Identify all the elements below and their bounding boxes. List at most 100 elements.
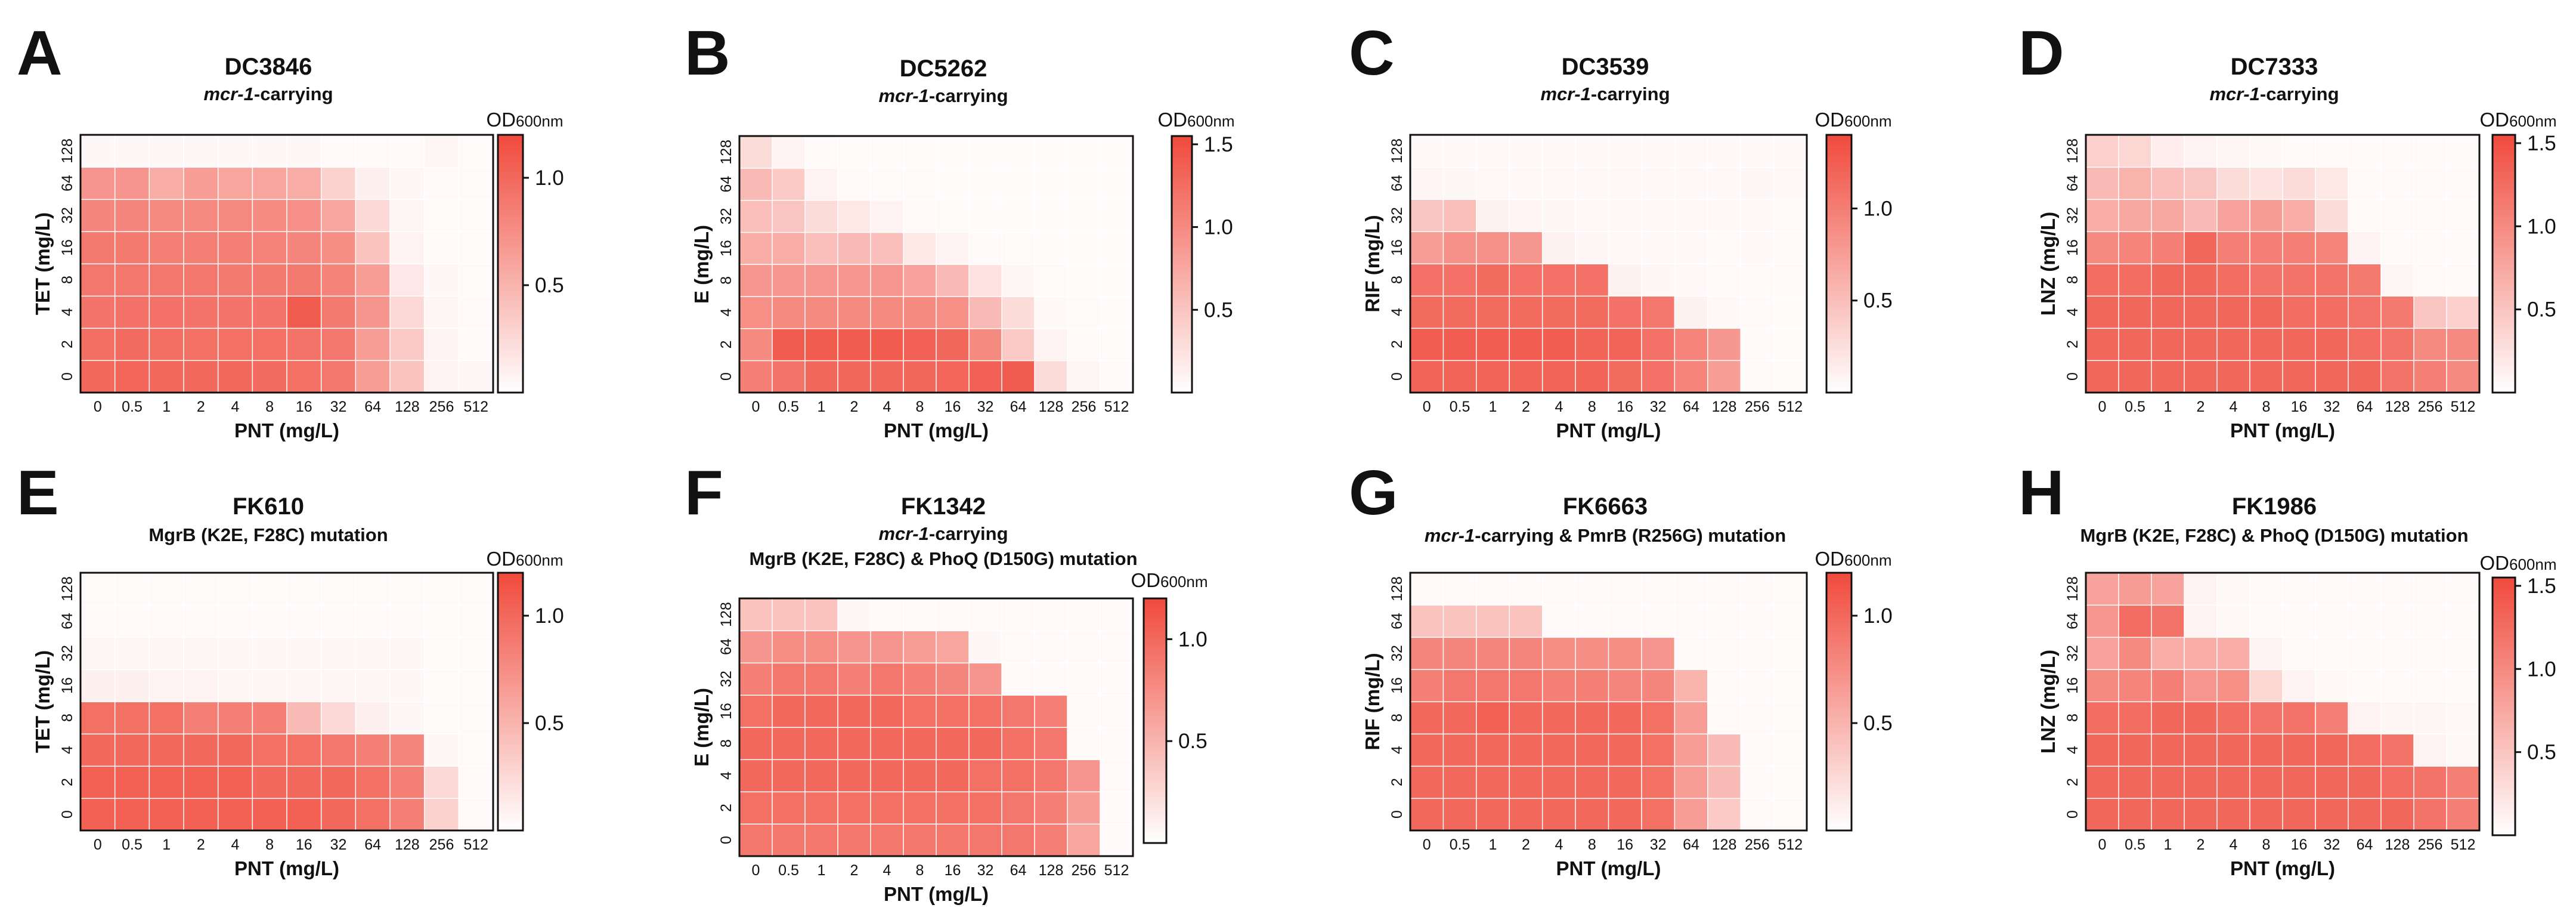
heatmap-cell: [2380, 166, 2415, 200]
y-tick-label: 16: [2064, 677, 2081, 694]
x-tick-label: 0: [1423, 399, 1431, 415]
panel-letter: A: [17, 18, 63, 88]
heatmap-cell: [1100, 199, 1134, 233]
y-tick-label: 128: [1389, 576, 1405, 601]
heatmap-cell: [2446, 572, 2481, 606]
heatmap-cell: [837, 360, 872, 394]
heatmap-cell: [2315, 604, 2349, 638]
heatmap-cell: [2085, 669, 2120, 703]
heatmap-cell: [458, 701, 494, 735]
heatmap-cell: [837, 791, 872, 825]
heatmap-cell: [870, 296, 905, 329]
heatmap-cell: [2216, 328, 2251, 362]
heatmap-cell: [2184, 798, 2218, 832]
heatmap-cell: [183, 231, 219, 265]
heatmap-cell: [355, 733, 391, 767]
heatmap-cell: [870, 199, 905, 233]
heatmap-cell: [1067, 598, 1101, 632]
heatmap-cell: [1442, 231, 1477, 265]
colorbar: [1825, 134, 1853, 394]
heatmap-cell: [252, 231, 288, 265]
heatmap-cell: [1740, 701, 1775, 735]
heatmap-cell: [320, 604, 357, 638]
heatmap-cell: [320, 798, 357, 832]
heatmap-cell: [2315, 669, 2349, 703]
heatmap-cell: [252, 199, 288, 233]
heatmap-cell: [2315, 798, 2349, 832]
x-tick-label: 0: [1423, 836, 1431, 853]
heatmap-cell: [1575, 134, 1609, 168]
heatmap-cell: [2282, 231, 2317, 265]
heatmap-cell: [870, 598, 905, 632]
heatmap-cell: [1608, 360, 1642, 394]
heatmap-cell: [1442, 199, 1477, 233]
y-tick-label: 64: [59, 175, 76, 192]
heatmap-cell: [2446, 733, 2481, 767]
heatmap-cell: [2413, 669, 2448, 703]
heatmap-cell: [2348, 166, 2382, 200]
heatmap-cell: [1608, 199, 1642, 233]
colorbar-tick-label: 1.0: [535, 604, 564, 628]
y-tick-label: 16: [1389, 239, 1405, 256]
heatmap-cell: [1773, 765, 1808, 799]
heatmap-cell: [389, 295, 425, 329]
heatmap-cell: [1608, 765, 1642, 799]
heatmap-cell: [739, 727, 773, 761]
colorbar-tick-label: 1.0: [2527, 215, 2556, 238]
subtitle-text: -carrying: [1591, 84, 1670, 104]
heatmap-cell: [2118, 328, 2153, 362]
heatmap-cell: [1773, 166, 1808, 200]
heatmap-cell: [1541, 263, 1577, 297]
x-tick-label: 1: [1489, 399, 1497, 415]
heatmap-cell: [114, 798, 150, 832]
heatmap-cell: [1509, 798, 1543, 832]
heatmap-cell: [1773, 263, 1808, 297]
heatmap-cell: [1100, 598, 1134, 632]
heatmap-cell: [2118, 199, 2153, 233]
heatmap-cell: [2216, 798, 2251, 832]
heatmap-cell: [1773, 669, 1808, 703]
y-tick-label: 2: [1389, 340, 1405, 348]
heatmap-cell: [772, 168, 806, 201]
heatmap-cell: [1575, 263, 1609, 297]
heatmap-cell: [2380, 733, 2415, 767]
heatmap-cell: [2282, 572, 2317, 606]
y-axis-label: RIF (mg/L): [1361, 653, 1383, 750]
heatmap-cell: [903, 630, 937, 664]
heatmap-cell: [1575, 798, 1609, 832]
heatmap-cell: [1067, 727, 1101, 761]
heatmap-cell: [2184, 765, 2218, 799]
heatmap-cell: [1608, 572, 1642, 606]
colorbar: [497, 134, 524, 394]
heatmap-cell: [1410, 134, 1444, 168]
heatmap-cell: [80, 263, 116, 297]
heatmap-cell: [1476, 765, 1510, 799]
heatmap-cell: [2216, 733, 2251, 767]
heatmap-cell: [2085, 765, 2120, 799]
panel-title: FK6663: [1563, 493, 1648, 520]
heatmap-cell: [2085, 572, 2120, 606]
heatmap-cell: [320, 199, 357, 233]
heatmap-cell: [2413, 701, 2448, 735]
heatmap-cell: [148, 295, 185, 329]
heatmap-frame: [738, 597, 1134, 857]
heatmap-cell: [1541, 669, 1577, 703]
heatmap-cell: [1034, 360, 1069, 394]
x-tick-label: 16: [296, 399, 312, 415]
x-tick-label: 1: [162, 836, 171, 853]
heatmap-cell: [1707, 263, 1742, 297]
heatmap-cell: [1641, 166, 1676, 200]
heatmap-cell: [183, 604, 219, 638]
heatmap-cell: [458, 604, 494, 638]
heatmap-cell: [1608, 669, 1642, 703]
heatmap-cell: [2151, 669, 2185, 703]
heatmap-cell: [1740, 263, 1775, 297]
heatmap-cell: [2413, 798, 2448, 832]
heatmap-cell: [2184, 199, 2218, 233]
colorbar-tick-label: 1.5: [1204, 133, 1233, 156]
colorbar-title: OD600nm: [1815, 548, 1892, 570]
panel-subtitle: mcr-1-carrying: [2209, 84, 2339, 104]
heatmap-cell: [739, 823, 773, 857]
colorbar-tick-label: 0.5: [1178, 730, 1208, 753]
heatmap-cell: [903, 727, 937, 761]
